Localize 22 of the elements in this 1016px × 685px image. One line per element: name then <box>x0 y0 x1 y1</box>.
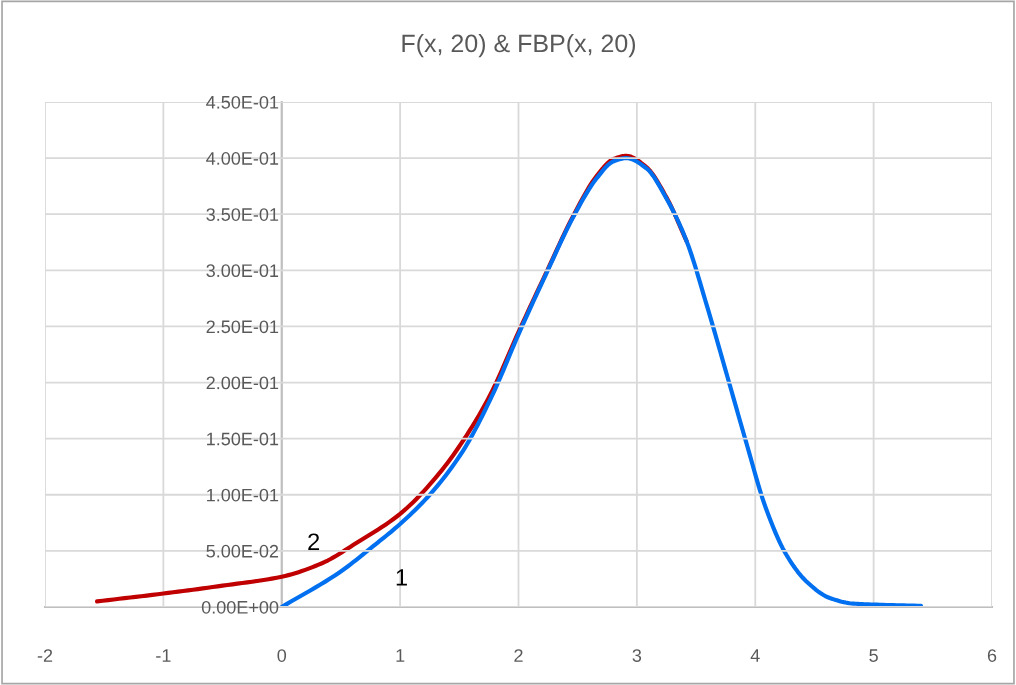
x-tick-label: 4 <box>750 649 760 662</box>
y-tick-label: 3.50E-01 <box>206 208 279 221</box>
x-tick-label: 6 <box>987 649 997 662</box>
x-tick-label: 5 <box>869 649 878 662</box>
y-tick-label: 2.50E-01 <box>206 320 279 334</box>
x-tick-label: 0 <box>277 649 287 662</box>
y-tick-label: 5.00E-02 <box>206 544 279 558</box>
series-label: 1 <box>396 569 407 586</box>
x-tick-label: 2 <box>514 649 523 662</box>
chart-title: F(x, 20) & FBP(x, 20) <box>402 33 636 58</box>
y-tick-label: 1.50E-01 <box>207 432 279 446</box>
y-tick-label: 3.00E-01 <box>206 264 279 278</box>
y-tick-label: 4.00E-01 <box>206 152 279 165</box>
x-tick-label: -2 <box>37 649 53 662</box>
y-tick-label: 1.00E-01 <box>207 488 279 502</box>
x-tick-label: 1 <box>396 649 405 662</box>
y-tick-label: 0.00E+00 <box>201 600 279 614</box>
y-tick-label: 4.50E-01 <box>206 95 279 109</box>
x-tick-label: -1 <box>156 649 171 662</box>
y-tick-label: 2.00E-01 <box>206 376 279 390</box>
x-tick-label: 3 <box>632 649 642 662</box>
series-label: 2 <box>308 533 320 550</box>
